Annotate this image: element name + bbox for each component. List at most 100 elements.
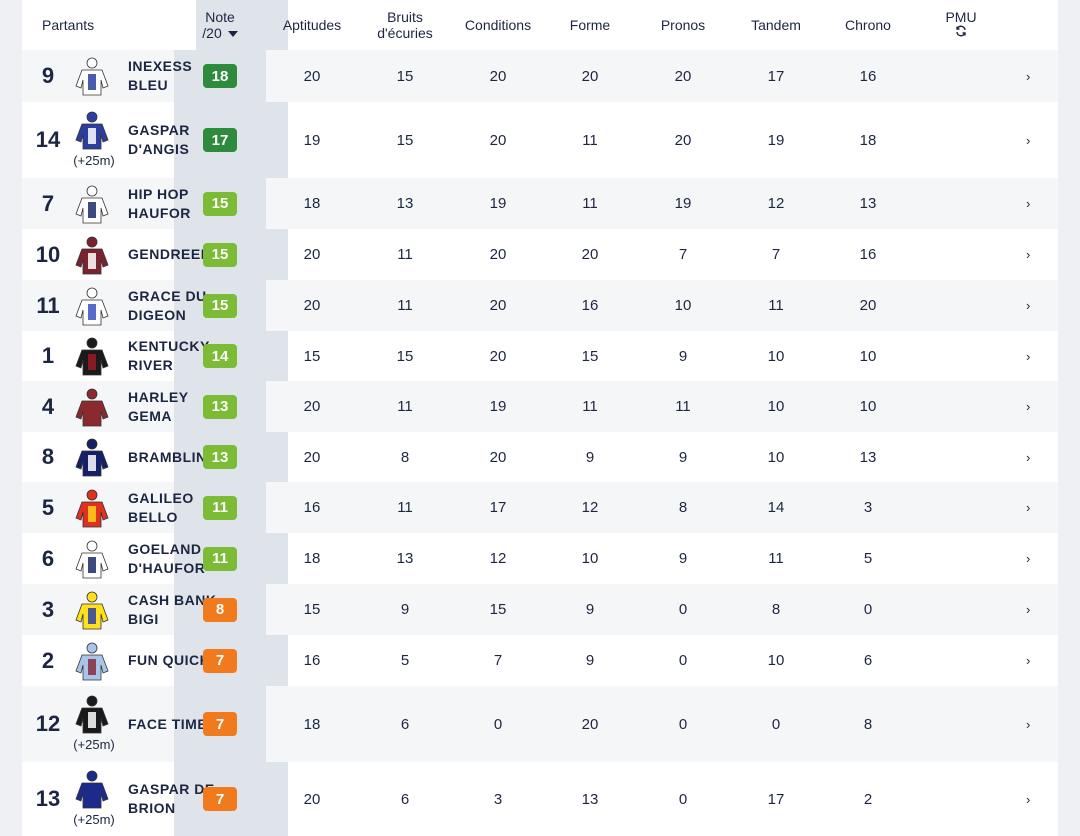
header-partants[interactable]: Partants: [22, 0, 172, 50]
chevron-right-icon[interactable]: ›: [1026, 132, 1031, 148]
chevron-right-icon[interactable]: ›: [1026, 791, 1031, 807]
horse-name[interactable]: CASH BANK BIGI: [128, 591, 217, 627]
score-cell: 11: [768, 550, 784, 567]
score-cell: 10: [767, 347, 785, 365]
score-cell: 20: [303, 246, 321, 263]
horse-name[interactable]: GOELAND D'HAUFOR: [128, 540, 206, 576]
table-row[interactable]: 6 GOELAND D'HAUFOR 11 18 13 12 10 9 11 5 ›: [22, 533, 1058, 584]
score-cell: 9: [585, 652, 595, 669]
score-cell: 17: [767, 790, 785, 808]
table-row[interactable]: 8 BRAMBLIN 13 20 8 20 9 9 10 13 ›: [22, 432, 1058, 482]
table-row[interactable]: 4 HARLEY GEMA 13 20 11 19 11 11 10 10 ›: [22, 381, 1058, 432]
chevron-right-icon[interactable]: ›: [1026, 653, 1031, 668]
chevron-right-icon[interactable]: ›: [1026, 247, 1031, 262]
header-pronos[interactable]: Pronos: [637, 0, 729, 50]
runner-number: 10: [35, 241, 61, 267]
grade-badge: 13: [203, 445, 237, 469]
score-cell: 18: [303, 715, 321, 733]
table-row[interactable]: 11 GRACE DU DIGEON 15 20 11 20 16 10 11 20 ›: [22, 280, 1058, 331]
table-row[interactable]: 12 (+25m) FACE TIME 7 18 6 0 20 0 0 8 ›: [22, 686, 1058, 762]
chevron-right-icon[interactable]: ›: [1026, 449, 1031, 465]
grade-badge: 15: [203, 293, 237, 318]
jockey-silk-icon: [74, 110, 114, 155]
runner-number: 6: [41, 545, 55, 571]
horse-name[interactable]: GRACE DU DIGEON: [128, 287, 207, 323]
refresh-icon[interactable]: [955, 25, 967, 41]
horse-name[interactable]: KENTUCKY RIVER: [128, 338, 210, 373]
horse-name[interactable]: HARLEY GEMA: [128, 388, 189, 424]
table-row[interactable]: 10 GENDREEN 15 20 11 20 20 7 7 16 ›: [22, 229, 1058, 280]
score-cell: 20: [489, 448, 507, 466]
runner-number: 8: [41, 444, 55, 469]
grade-badge: 17: [203, 128, 237, 152]
table-row[interactable]: 9 INEXESS BLEU 18 20 15 20 20 20 17 16 ›: [22, 50, 1058, 102]
jockey-silk-icon: [74, 437, 114, 482]
score-cell: 10: [859, 398, 877, 415]
score-cell: 20: [674, 131, 692, 149]
chevron-right-icon[interactable]: ›: [1026, 348, 1031, 364]
runner-number: 3: [41, 596, 55, 622]
score-cell: 11: [397, 398, 413, 415]
chevron-right-icon[interactable]: ›: [1026, 298, 1031, 313]
chevron-right-icon[interactable]: ›: [1026, 500, 1031, 515]
score-cell: 19: [489, 195, 507, 212]
sort-desc-icon: [227, 31, 238, 38]
grade-badge: 8: [203, 597, 237, 622]
jockey-silk-icon: [74, 769, 114, 814]
horse-name[interactable]: GALILEO BELLO: [128, 489, 194, 525]
header-forme[interactable]: Forme: [544, 0, 636, 50]
horse-name[interactable]: FACE TIME: [128, 715, 208, 732]
table-row[interactable]: 3 CASH BANK BIGI 8 15 9 15 9 0 8 0 ›: [22, 584, 1058, 635]
horse-name[interactable]: GASPAR D'ANGIS: [128, 122, 190, 157]
chevron-right-icon[interactable]: ›: [1026, 716, 1031, 732]
score-cell: 16: [303, 499, 321, 516]
header-conditions[interactable]: Conditions: [452, 0, 544, 50]
score-cell: 7: [771, 246, 781, 263]
score-cell: 3: [863, 499, 873, 516]
horse-name[interactable]: INEXESS BLEU: [128, 58, 193, 93]
table-row[interactable]: 5 GALILEO BELLO 11 16 11 17 12 8 14 3 ›: [22, 482, 1058, 533]
handicap-distance: (+25m): [73, 737, 115, 752]
header-note[interactable]: Note /20: [174, 0, 266, 50]
score-cell: 11: [582, 195, 598, 212]
score-cell: 3: [493, 790, 503, 808]
score-cell: 16: [303, 652, 321, 669]
chevron-right-icon[interactable]: ›: [1026, 196, 1031, 211]
table-row[interactable]: 14 (+25m) GASPAR D'ANGIS 17 19 15 20 11 20 19 18 ›: [22, 102, 1058, 178]
table-row[interactable]: 2 FUN QUICK 7 16 5 7 9 0 10 6 ›: [22, 635, 1058, 686]
score-cell: 11: [582, 131, 598, 149]
horse-name[interactable]: GASPAR DE BRION: [128, 781, 215, 816]
table-row[interactable]: 1 KENTUCKY RIVER 14 15 15 20 15 9 10 10 ›: [22, 331, 1058, 381]
grade-badge: 15: [203, 191, 237, 216]
horse-name[interactable]: GENDREEN: [128, 246, 212, 262]
chevron-right-icon[interactable]: ›: [1026, 68, 1031, 84]
score-cell: 20: [859, 297, 877, 314]
header-pmu-label: PMU: [945, 9, 977, 25]
header-partants-label: Partants: [42, 17, 95, 33]
chevron-right-icon[interactable]: ›: [1026, 602, 1031, 617]
chevron-right-icon[interactable]: ›: [1026, 399, 1031, 414]
table-row[interactable]: 13 (+25m) GASPAR DE BRION 7 20 6 3 13 0 17 2 ›: [22, 762, 1058, 836]
chevron-right-icon[interactable]: ›: [1026, 551, 1031, 566]
table-row[interactable]: 7 HIP HOP HAUFOR 15 18 13 19 11 19 12 13 ›: [22, 178, 1058, 229]
score-cell: 13: [581, 790, 599, 808]
header-pmu[interactable]: PMU: [915, 0, 1007, 50]
score-cell: 20: [303, 448, 321, 466]
runner-number: 1: [41, 343, 55, 368]
horse-name[interactable]: FUN QUICK: [128, 652, 211, 668]
runner-number: 9: [41, 63, 55, 88]
score-cell: 5: [863, 550, 873, 567]
score-cell: 20: [303, 67, 321, 85]
jockey-silk-icon: [74, 488, 114, 533]
header-tandem[interactable]: Tandem: [730, 0, 822, 50]
score-cell: 16: [859, 67, 877, 85]
header-aptitudes[interactable]: Aptitudes: [266, 0, 358, 50]
runner-number: 7: [41, 190, 55, 216]
header-chrono[interactable]: Chrono: [822, 0, 914, 50]
score-cell: 11: [582, 398, 598, 415]
score-cell: 16: [859, 246, 877, 263]
horse-name[interactable]: BRAMBLIN: [128, 448, 207, 465]
score-cell: 11: [397, 246, 413, 263]
header-bruits[interactable]: Bruits d'écuries: [359, 0, 451, 50]
horse-name[interactable]: HIP HOP HAUFOR: [128, 185, 191, 221]
